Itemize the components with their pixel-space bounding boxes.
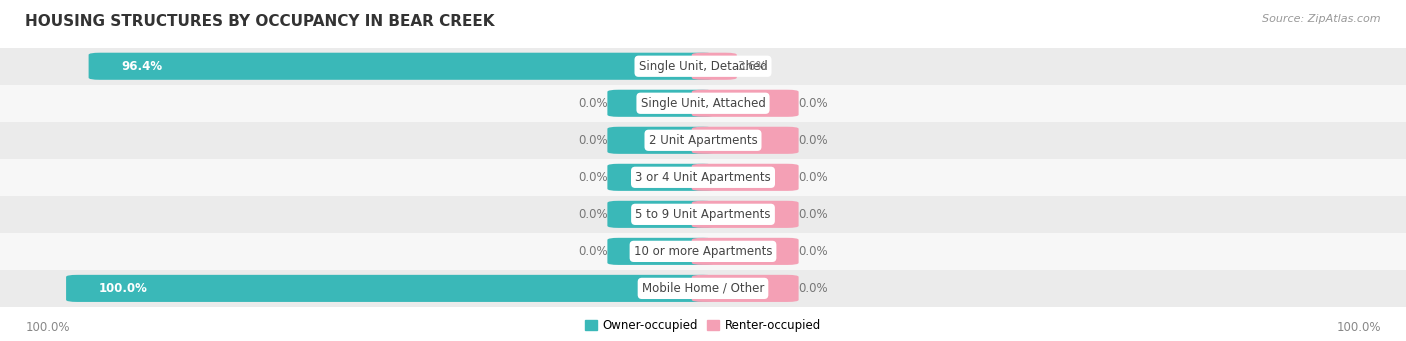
- Text: 100.0%: 100.0%: [25, 321, 70, 334]
- Text: 0.0%: 0.0%: [799, 208, 828, 221]
- Text: 2 Unit Apartments: 2 Unit Apartments: [648, 134, 758, 147]
- Bar: [0, 159, 1406, 196]
- Text: 0.0%: 0.0%: [578, 208, 607, 221]
- Text: 0.0%: 0.0%: [578, 171, 607, 184]
- Bar: [0, 196, 1406, 233]
- Text: Single Unit, Detached: Single Unit, Detached: [638, 60, 768, 73]
- Text: Single Unit, Attached: Single Unit, Attached: [641, 97, 765, 110]
- FancyBboxPatch shape: [607, 127, 714, 154]
- FancyBboxPatch shape: [692, 275, 799, 302]
- Bar: [0, 270, 1406, 307]
- Text: 0.0%: 0.0%: [799, 282, 828, 295]
- FancyBboxPatch shape: [692, 238, 799, 265]
- Text: 0.0%: 0.0%: [578, 134, 607, 147]
- Text: 0.0%: 0.0%: [799, 171, 828, 184]
- Text: Source: ZipAtlas.com: Source: ZipAtlas.com: [1263, 14, 1381, 24]
- Text: 100.0%: 100.0%: [98, 282, 148, 295]
- Text: 0.0%: 0.0%: [799, 97, 828, 110]
- Bar: [0, 233, 1406, 270]
- Legend: Owner-occupied, Renter-occupied: Owner-occupied, Renter-occupied: [585, 319, 821, 332]
- Bar: [0, 85, 1406, 122]
- Text: Mobile Home / Other: Mobile Home / Other: [641, 282, 765, 295]
- FancyBboxPatch shape: [607, 164, 714, 191]
- Text: 0.0%: 0.0%: [799, 134, 828, 147]
- Bar: [0, 48, 1406, 85]
- FancyBboxPatch shape: [692, 164, 799, 191]
- Text: 3.6%: 3.6%: [737, 60, 766, 73]
- FancyBboxPatch shape: [607, 90, 714, 117]
- Text: 10 or more Apartments: 10 or more Apartments: [634, 245, 772, 258]
- FancyBboxPatch shape: [692, 201, 799, 228]
- Text: 0.0%: 0.0%: [578, 97, 607, 110]
- Text: 5 to 9 Unit Apartments: 5 to 9 Unit Apartments: [636, 208, 770, 221]
- Text: 0.0%: 0.0%: [578, 245, 607, 258]
- Text: HOUSING STRUCTURES BY OCCUPANCY IN BEAR CREEK: HOUSING STRUCTURES BY OCCUPANCY IN BEAR …: [25, 14, 495, 29]
- FancyBboxPatch shape: [692, 53, 737, 80]
- Text: 0.0%: 0.0%: [799, 245, 828, 258]
- FancyBboxPatch shape: [607, 238, 714, 265]
- Bar: [0, 122, 1406, 159]
- FancyBboxPatch shape: [692, 127, 799, 154]
- FancyBboxPatch shape: [607, 201, 714, 228]
- Text: 3 or 4 Unit Apartments: 3 or 4 Unit Apartments: [636, 171, 770, 184]
- FancyBboxPatch shape: [89, 53, 714, 80]
- Text: 96.4%: 96.4%: [121, 60, 162, 73]
- FancyBboxPatch shape: [692, 90, 799, 117]
- FancyBboxPatch shape: [66, 275, 714, 302]
- Text: 100.0%: 100.0%: [1336, 321, 1381, 334]
